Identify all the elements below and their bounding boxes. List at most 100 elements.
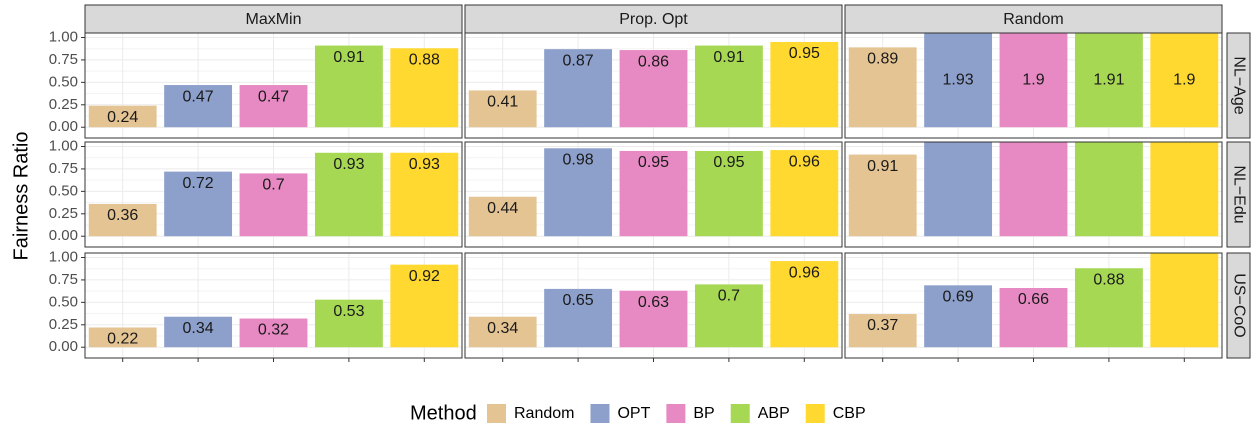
data-label: 0.34 <box>487 320 518 337</box>
bar <box>164 316 233 348</box>
bar <box>314 45 383 128</box>
y-tick-label: 1.00 <box>49 248 78 265</box>
y-tick-label: 0.25 <box>49 205 78 222</box>
bar <box>468 90 537 128</box>
bar <box>619 50 688 128</box>
bar <box>239 85 308 128</box>
strip <box>1226 252 1251 359</box>
bar <box>1074 33 1143 128</box>
panel-border <box>84 32 463 139</box>
legend-label: CBP <box>833 405 866 422</box>
bar <box>848 47 917 128</box>
bars <box>88 264 459 348</box>
bar <box>88 203 157 237</box>
strip <box>464 4 843 34</box>
legend-swatch <box>805 404 825 423</box>
legend-swatch <box>730 404 750 423</box>
data-label: 0.36 <box>107 207 138 224</box>
data-label: 0.41 <box>487 94 518 111</box>
strip-label: Prop. Opt <box>619 11 688 28</box>
data-label: 0.89 <box>867 51 898 68</box>
bar <box>619 290 688 348</box>
data-label: 0.47 <box>183 88 214 105</box>
data-label: 0.65 <box>563 292 594 309</box>
data-label: 0.96 <box>789 153 820 170</box>
bar <box>88 327 157 348</box>
data-label: 1.91 <box>1093 71 1124 88</box>
bar <box>619 150 688 237</box>
y-tick-label: 0.50 <box>49 73 78 90</box>
data-label: 0.22 <box>107 331 138 348</box>
data-label: 1.93 <box>943 71 974 88</box>
strip-label: US−CoO <box>1230 273 1247 337</box>
data-label: 0.95 <box>638 154 669 171</box>
strip-label: MaxMin <box>245 11 301 28</box>
data-label: 0.66 <box>1018 291 1049 308</box>
y-tick-label: 0.75 <box>49 271 78 288</box>
data-label: 0.91 <box>713 49 744 66</box>
bar <box>770 41 839 128</box>
data-label: 0.98 <box>563 152 594 169</box>
legend-label: ABP <box>758 405 790 422</box>
data-label: 0.95 <box>713 154 744 171</box>
y-tick-label: 0.25 <box>49 96 78 113</box>
bar <box>88 105 157 128</box>
bars <box>88 45 459 128</box>
data-label: 1.9 <box>1022 71 1044 88</box>
bars <box>468 148 839 237</box>
panel-border <box>844 32 1223 139</box>
legend-swatch <box>487 404 506 423</box>
bar <box>694 284 763 348</box>
bar <box>694 150 763 237</box>
legend-swatch <box>666 404 686 423</box>
bars <box>468 41 839 128</box>
data-label: 0.91 <box>333 49 364 66</box>
bar <box>314 152 383 237</box>
bar <box>1074 142 1143 237</box>
bar <box>164 85 233 128</box>
bar <box>924 142 993 237</box>
bar <box>314 299 383 348</box>
strip-label: NL−Age <box>1230 56 1247 114</box>
bar <box>1150 33 1219 128</box>
y-tick-label: 0.00 <box>49 227 78 244</box>
bar <box>544 148 613 237</box>
bar <box>390 48 459 128</box>
data-label: 0.95 <box>789 45 820 62</box>
legend-label: Random <box>514 405 574 422</box>
y-axis-label: Fairness Ratio <box>10 132 32 261</box>
data-label: 0.72 <box>183 175 214 192</box>
bar <box>164 171 233 237</box>
bar <box>924 285 993 348</box>
data-label: 0.91 <box>867 158 898 175</box>
data-label: 0.86 <box>638 53 669 70</box>
bar <box>999 33 1068 128</box>
legend-title: Method <box>410 402 477 424</box>
panel-border <box>844 141 1223 248</box>
bar <box>544 288 613 348</box>
y-tick-label: 1.00 <box>49 28 78 45</box>
data-label: 0.96 <box>789 264 820 281</box>
bar <box>770 150 839 237</box>
data-label: 0.92 <box>409 268 440 285</box>
y-tick-label: 0.50 <box>49 293 78 310</box>
data-label: 0.88 <box>409 51 440 68</box>
y-tick-label: 0.25 <box>49 316 78 333</box>
strip-label: Random <box>1003 11 1063 28</box>
data-label: 0.32 <box>258 322 289 339</box>
strip <box>84 4 463 34</box>
panel-border <box>464 252 843 359</box>
bar <box>999 288 1068 348</box>
bar <box>1150 253 1219 348</box>
y-tick-label: 0.50 <box>49 182 78 199</box>
panel-border <box>84 252 463 359</box>
bar <box>544 49 613 128</box>
data-label: 0.88 <box>1093 271 1124 288</box>
bar <box>468 196 537 237</box>
data-label: 0.93 <box>333 156 364 173</box>
bars <box>468 261 839 348</box>
panel-border <box>84 141 463 248</box>
data-label: 0.34 <box>183 320 214 337</box>
data-label: 0.7 <box>262 177 284 194</box>
